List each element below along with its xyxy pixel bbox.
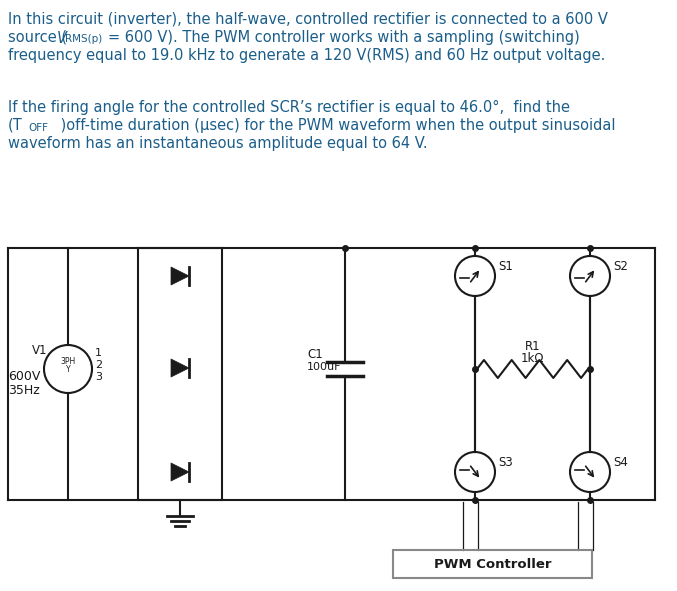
Text: 100uF: 100uF [307,362,341,372]
Text: 3: 3 [95,372,102,382]
Text: = 600 V). The PWM controller works with a sampling (switching): = 600 V). The PWM controller works with … [108,30,580,45]
Text: S4: S4 [613,456,628,469]
Text: 600V: 600V [8,371,41,384]
Text: )off-time duration (μsec) for the PWM waveform when the output sinusoidal: )off-time duration (μsec) for the PWM wa… [56,118,615,133]
Polygon shape [171,359,189,377]
Text: 1kΩ: 1kΩ [521,352,544,365]
Text: S3: S3 [498,456,512,469]
Text: In this circuit (inverter), the half-wave, controlled rectifier is connected to : In this circuit (inverter), the half-wav… [8,12,608,27]
Text: waveform has an instantaneous amplitude equal to 64 V.: waveform has an instantaneous amplitude … [8,136,428,151]
Text: (T: (T [8,118,23,133]
Text: C1: C1 [307,349,323,362]
Text: 3PH: 3PH [60,358,76,366]
Text: Y: Y [66,365,70,375]
Text: 1: 1 [95,348,102,358]
Text: PWM Controller: PWM Controller [434,557,551,570]
Text: S1: S1 [498,260,513,273]
Polygon shape [171,463,189,481]
Text: $\it{V}$: $\it{V}$ [56,30,69,46]
Text: source (: source ( [8,30,67,45]
Text: 35Hz: 35Hz [8,385,40,398]
Text: OFF: OFF [28,123,48,133]
Text: If the firing angle for the controlled SCR’s rectifier is equal to 46.0°,  find : If the firing angle for the controlled S… [8,100,570,115]
Text: RMS(p): RMS(p) [65,34,102,44]
Text: 2: 2 [95,360,102,370]
Text: frequency equal to 19.0 kHz to generate a 120 V(RMS) and 60 Hz output voltage.: frequency equal to 19.0 kHz to generate … [8,48,605,63]
Text: V1: V1 [32,345,48,358]
Bar [138,248,222,500]
Text: S2: S2 [613,260,628,273]
Polygon shape [171,267,189,285]
Text: R1: R1 [525,340,540,353]
